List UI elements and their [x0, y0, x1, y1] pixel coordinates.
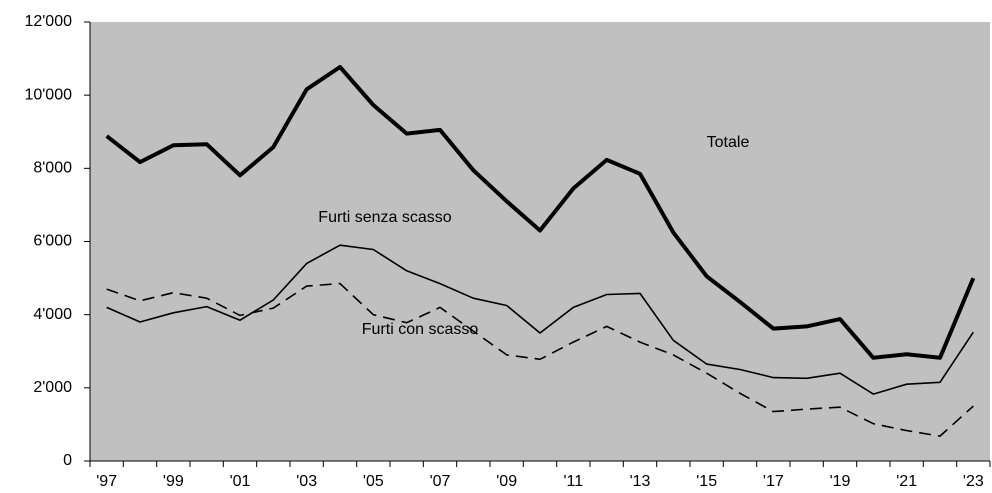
x-tick-label: '21 [896, 473, 917, 490]
x-tick-label: '05 [363, 473, 384, 490]
x-tick-label: '03 [296, 473, 317, 490]
series-label: Furti con scasso [362, 321, 479, 338]
x-tick-label: '17 [763, 473, 784, 490]
y-tick-label: 12'000 [24, 13, 72, 30]
y-tick-label: 2'000 [33, 379, 72, 396]
x-tick-label: '19 [830, 473, 851, 490]
x-tick-label: '15 [696, 473, 717, 490]
y-tick-label: 8'000 [33, 160, 72, 177]
x-tick-label: '07 [430, 473, 451, 490]
x-tick-label: '23 [963, 473, 984, 490]
x-tick-label: '97 [96, 473, 117, 490]
x-tick-label: '99 [163, 473, 184, 490]
line-series [105, 65, 976, 360]
y-tick-label: 4'000 [33, 306, 72, 323]
series-label: Totale [707, 134, 750, 151]
x-tick-label: '09 [496, 473, 517, 490]
line-series [106, 282, 974, 437]
y-tick-label: 0 [63, 452, 72, 469]
x-tick-label: '13 [630, 473, 651, 490]
x-tick-label: '01 [230, 473, 251, 490]
series-label: Furti senza scasso [318, 209, 451, 226]
y-tick-label: 10'000 [24, 86, 72, 103]
y-tick-label: 6'000 [33, 233, 72, 250]
x-tick-label: '11 [563, 473, 583, 490]
plot-area [90, 22, 990, 461]
